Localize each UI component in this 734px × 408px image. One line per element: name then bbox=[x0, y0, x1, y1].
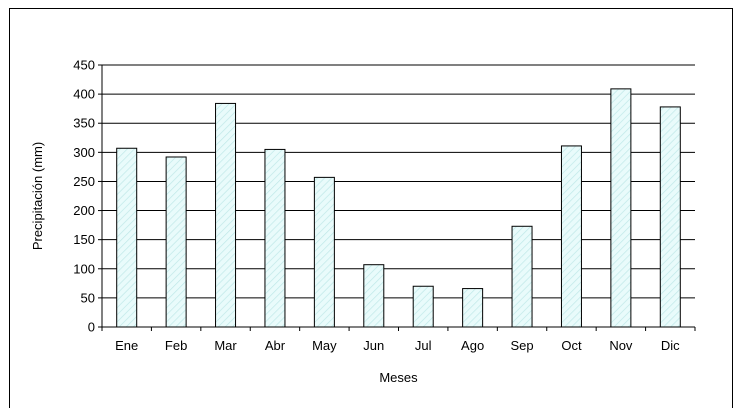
y-tick-label: 350 bbox=[73, 116, 95, 131]
y-tick-label: 150 bbox=[73, 232, 95, 247]
x-tick-label: Ago bbox=[461, 338, 484, 353]
x-tick-label: Nov bbox=[609, 338, 633, 353]
bars-group bbox=[117, 89, 681, 327]
x-tick-label: Mar bbox=[214, 338, 237, 353]
y-tick-label: 400 bbox=[73, 87, 95, 102]
bar-jun bbox=[364, 265, 384, 327]
x-tick-label: Ene bbox=[115, 338, 138, 353]
grid-lines bbox=[102, 65, 695, 298]
bar-feb bbox=[166, 157, 186, 327]
bar-may bbox=[314, 177, 334, 327]
x-tick-label: Sep bbox=[510, 338, 533, 353]
bar-oct bbox=[561, 146, 581, 327]
bar-jul bbox=[413, 286, 433, 327]
bar-ago bbox=[463, 289, 483, 327]
y-tick-label: 300 bbox=[73, 145, 95, 160]
x-tick-label: Feb bbox=[165, 338, 187, 353]
bar-mar bbox=[216, 103, 236, 327]
bar-dic bbox=[660, 107, 680, 327]
y-tick-label: 250 bbox=[73, 174, 95, 189]
y-tick-label: 0 bbox=[88, 320, 95, 335]
y-tick-labels: 0 50 100 150 200 250 300 350 400 450 bbox=[73, 58, 102, 335]
x-tick-label: Dic bbox=[661, 338, 680, 353]
x-tick-label: Abr bbox=[265, 338, 286, 353]
bar-sep bbox=[512, 226, 532, 327]
bar-abr bbox=[265, 149, 285, 327]
x-tick-label: Oct bbox=[561, 338, 582, 353]
y-tick-label: 450 bbox=[73, 58, 95, 73]
y-tick-label: 50 bbox=[81, 290, 95, 305]
y-axis-title: Precipitación (mm) bbox=[30, 142, 45, 250]
x-tick-labels: Ene Feb Mar Abr May Jun Jul Ago Sep Oct Nov Dic bbox=[102, 327, 695, 353]
x-tick-label: May bbox=[312, 338, 337, 353]
x-tick-label: Jul bbox=[415, 338, 432, 353]
x-axis-title: Meses bbox=[379, 370, 418, 385]
bar-nov bbox=[611, 89, 631, 327]
x-tick-label: Jun bbox=[363, 338, 384, 353]
axes bbox=[102, 65, 695, 327]
y-tick-label: 100 bbox=[73, 261, 95, 276]
bar-ene bbox=[117, 148, 137, 327]
y-tick-label: 200 bbox=[73, 203, 95, 218]
